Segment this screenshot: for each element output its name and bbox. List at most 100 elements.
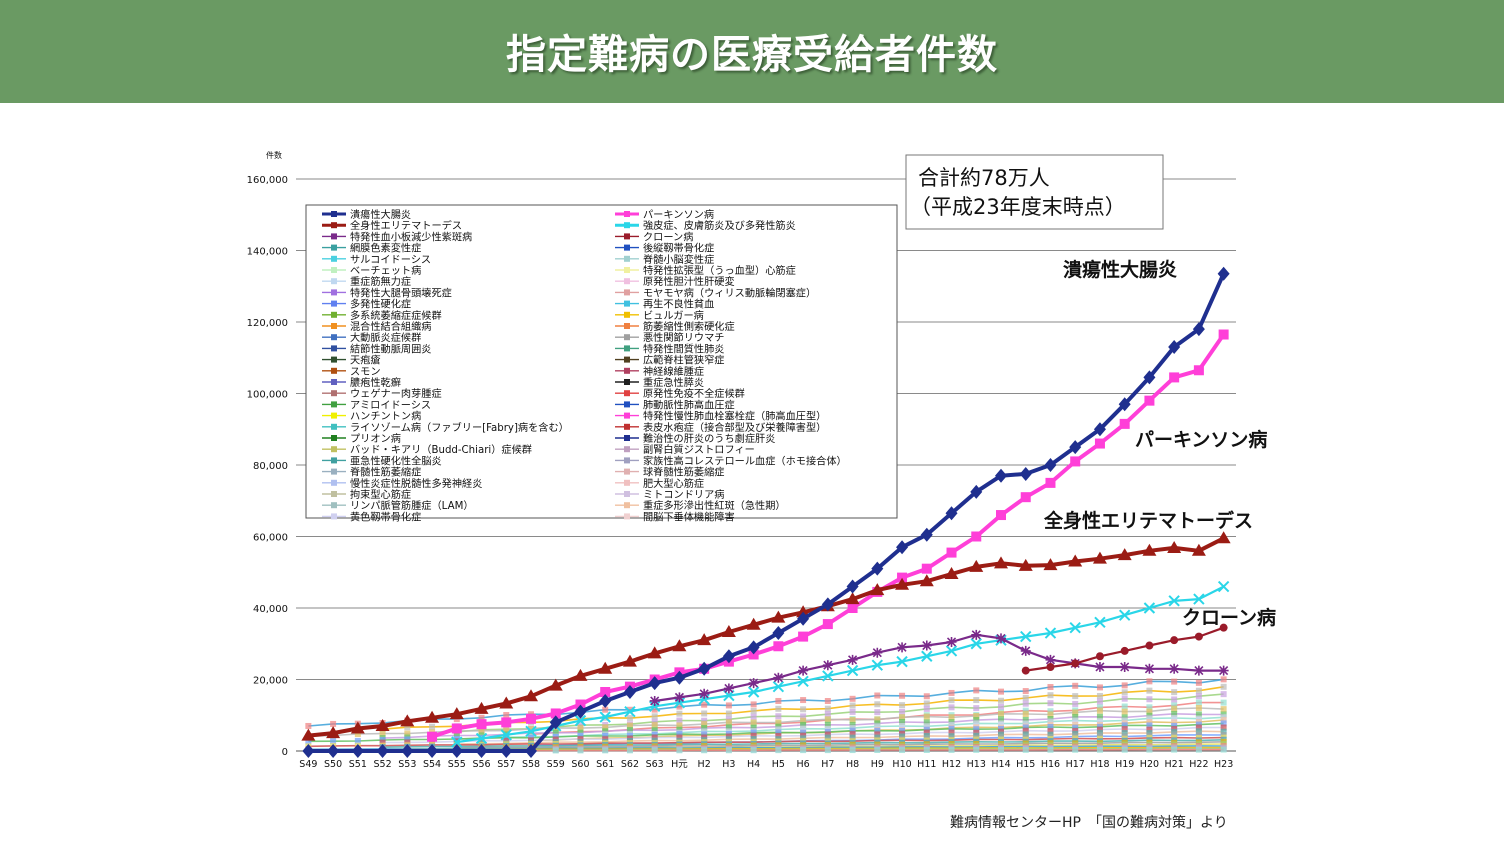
background-series-point: [1220, 691, 1227, 698]
background-series-point: [1171, 746, 1178, 753]
legend-item-left-26: リンパ脈管筋腫症（LAM）: [350, 499, 474, 512]
background-series-point: [1171, 705, 1178, 712]
legend-item-right-15: 重症急性膵炎: [643, 376, 704, 389]
data-point: [623, 685, 636, 700]
legend-item-right-11: 悪性関節リウマチ: [643, 331, 725, 344]
background-series-point: [973, 746, 980, 753]
background-series-point: [552, 729, 559, 736]
background-series-point: [923, 729, 930, 736]
legend-item-right-2: クローン病: [643, 230, 693, 243]
x-tick-label: S57: [497, 759, 515, 770]
data-point: [673, 697, 686, 709]
background-series-point: [874, 716, 881, 723]
y-tick-label: 60,000: [253, 533, 288, 544]
x-tick-label: H8: [846, 759, 859, 770]
background-series-point: [676, 710, 683, 717]
legend-swatch-marker: [331, 278, 337, 285]
x-tick-label: H13: [967, 759, 986, 770]
background-series-point: [577, 732, 584, 739]
data-point: [896, 655, 908, 668]
background-series-point: [577, 747, 584, 754]
source-note: 難病情報センターHP 「国の難病対策」より: [950, 815, 1228, 831]
data-point: [798, 631, 809, 642]
legend-item-left-11: 大動脈炎症候群: [350, 331, 421, 344]
data-point: [747, 686, 760, 698]
background-series-point: [404, 724, 411, 731]
background-series-point: [503, 727, 510, 734]
background-series-point: [1047, 746, 1054, 753]
background-series-point: [1047, 724, 1054, 731]
background-series-point: [824, 705, 831, 712]
background-series-point: [750, 701, 757, 708]
chart: 160,000 140,000 120,000 100,000 80,000 60,000…: [247, 150, 1276, 770]
legend-swatch-marker: [624, 502, 630, 509]
background-series-point: [379, 739, 386, 746]
legend-swatch-marker: [624, 211, 630, 217]
background-series-point: [973, 705, 980, 712]
data-point: [773, 641, 784, 652]
background-series-point: [1022, 731, 1029, 738]
background-series-point: [1171, 696, 1178, 703]
legend-swatch-marker: [331, 233, 337, 240]
data-point: [573, 668, 588, 681]
background-series-point: [874, 709, 881, 716]
background-series-point: [1022, 711, 1029, 718]
x-tick-label: H23: [1214, 759, 1233, 770]
data-point: [1194, 632, 1203, 641]
background-series-line: [456, 741, 1224, 749]
series-4: [649, 629, 1229, 706]
data-point: [599, 711, 611, 723]
x-tick-label: H20: [1140, 759, 1159, 770]
background-series-point: [676, 747, 683, 754]
data-point: [797, 675, 809, 687]
y-tick-label: 160,000: [247, 175, 288, 186]
data-point: [697, 633, 712, 646]
legend-item-left-14: スモン: [350, 367, 381, 378]
background-series-point: [701, 717, 708, 724]
background-series-point: [1096, 707, 1103, 714]
data-point: [525, 744, 537, 758]
legend-swatch-marker: [624, 379, 630, 385]
background-series-point: [1171, 719, 1178, 726]
data-point: [648, 676, 661, 691]
data-point: [1218, 665, 1229, 676]
background-series-point: [1171, 702, 1178, 709]
data-point: [921, 640, 932, 651]
background-series-point: [998, 703, 1004, 710]
data-point: [896, 540, 909, 555]
data-point: [1170, 636, 1179, 645]
legend-swatch-marker: [331, 401, 337, 408]
background-series-point: [651, 718, 658, 725]
background-series-point: [676, 722, 683, 729]
data-point: [1045, 477, 1056, 488]
data-point: [1144, 663, 1155, 674]
page-title: 指定難病の医療受給者件数: [506, 32, 998, 78]
legend-swatch-marker: [331, 311, 337, 318]
background-series-point: [1047, 692, 1054, 699]
data-point: [401, 744, 414, 758]
legend-item-right-0: パーキンソン病: [643, 208, 714, 221]
x-tick-label: H17: [1066, 759, 1085, 770]
background-series-point: [849, 731, 856, 738]
data-point: [1094, 616, 1106, 629]
series-3: [451, 580, 1230, 748]
background-series-point: [1022, 694, 1029, 701]
y-tick-label: 100,000: [247, 390, 288, 401]
data-point: [474, 701, 489, 714]
background-series-point: [998, 731, 1004, 738]
background-series-point: [874, 727, 881, 734]
legend-item-left-21: バッド・キアリ（Budd-Chiari）症候群: [350, 443, 532, 456]
legend-item-left-15: 膿疱性乾癬: [350, 376, 401, 389]
data-point: [971, 531, 982, 542]
background-series-point: [824, 721, 831, 728]
data-point: [822, 660, 833, 671]
data-point: [722, 649, 735, 664]
legend-swatch-marker: [624, 222, 630, 229]
background-series-point: [1022, 700, 1029, 707]
background-series-point: [998, 697, 1004, 704]
legend-swatch-marker: [624, 423, 630, 430]
background-series-point: [899, 708, 906, 715]
data-point: [847, 603, 858, 613]
background-series-point: [1195, 699, 1202, 706]
data-point: [1118, 609, 1131, 621]
